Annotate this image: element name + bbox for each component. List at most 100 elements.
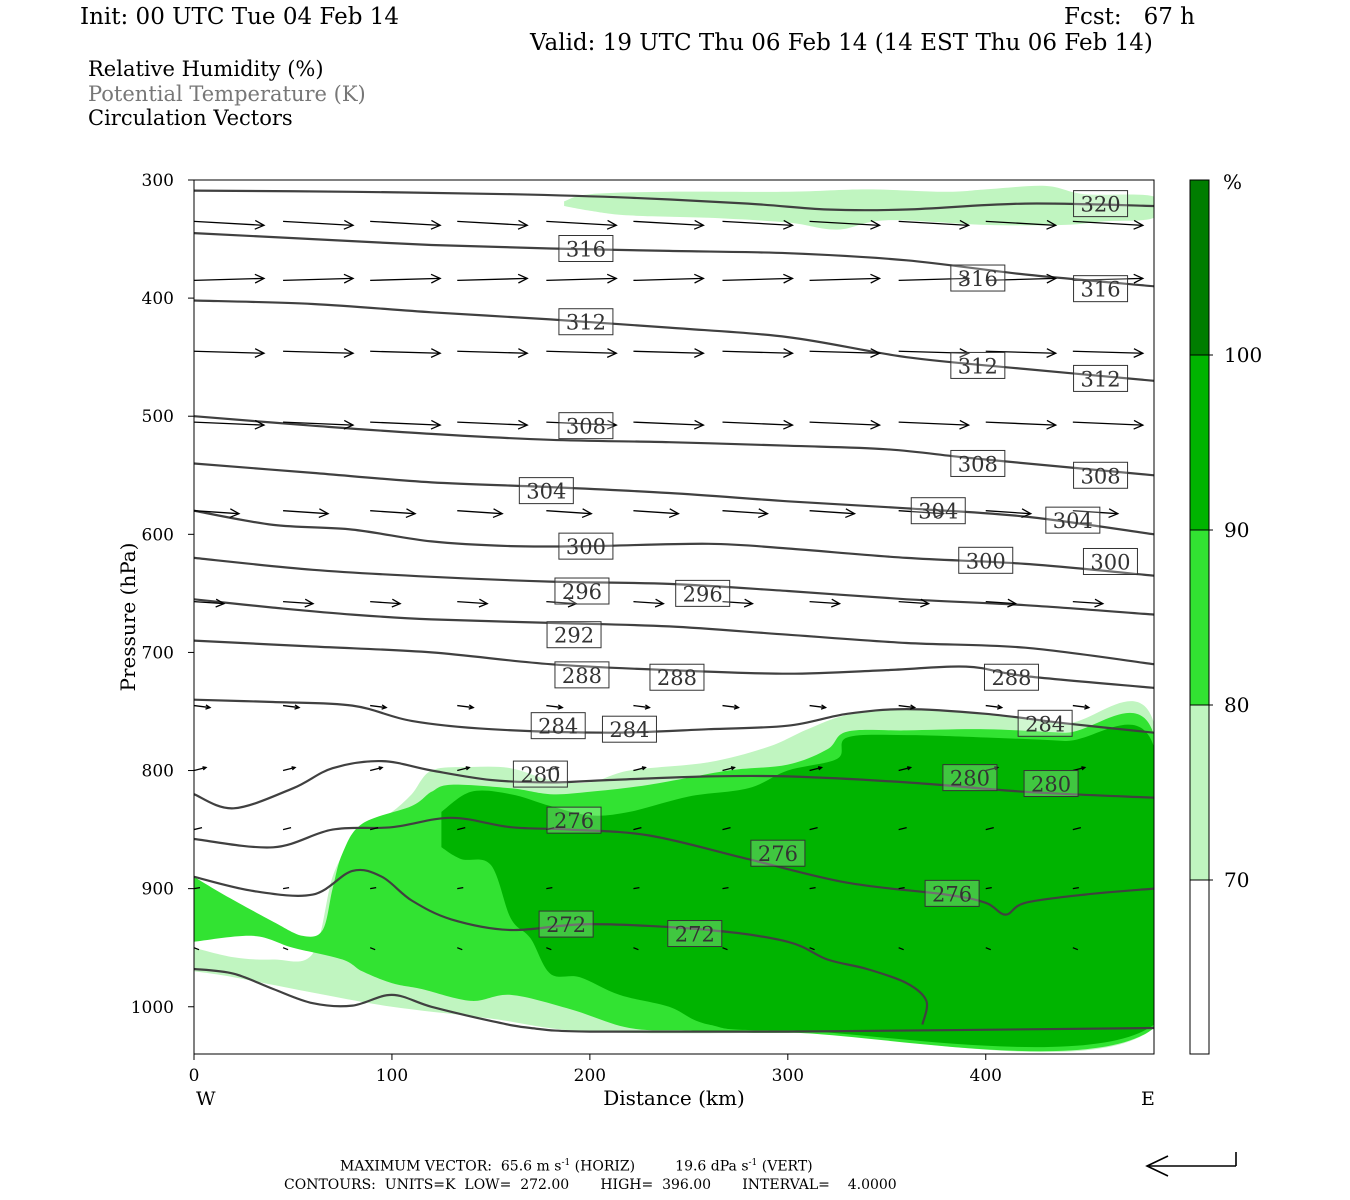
- wind-vector-head: [1133, 273, 1145, 284]
- wind-vector: [633, 704, 651, 710]
- x-tick-label: 300: [772, 1066, 804, 1086]
- wind-vector-shaft: [809, 350, 880, 354]
- wind-vector-shaft: [194, 826, 203, 831]
- wind-vector-shaft: [898, 600, 929, 605]
- wind-vector-head: [294, 704, 301, 710]
- isentrope-label-box: [750, 839, 806, 867]
- isentrope-label-box: [554, 577, 610, 605]
- isentrope-label-box: [601, 715, 657, 743]
- isentrope-label-box: [558, 308, 614, 336]
- wind-vector-shaft: [546, 350, 617, 354]
- wind-vector-head: [817, 766, 824, 771]
- colorbar: 100 90 80 70: [1189, 179, 1262, 1055]
- wind-vector-shaft: [194, 600, 225, 605]
- wind-vector-shaft: [194, 887, 201, 890]
- isentrope-label-box: [649, 663, 705, 691]
- isentrope-label: 272: [675, 923, 715, 947]
- wind-vector-shaft: [809, 887, 816, 890]
- wind-vector-head: [641, 766, 647, 771]
- wind-vector: [809, 348, 882, 358]
- wind-vector: [722, 704, 740, 710]
- wind-vector-shaft: [898, 510, 944, 515]
- wind-vector-shaft: [985, 766, 998, 772]
- isentrope-label: 308: [958, 452, 998, 476]
- wind-vector-shaft: [546, 421, 617, 426]
- wind-vector: [898, 219, 971, 230]
- wind-vector-head: [430, 348, 442, 358]
- wind-vector-shaft: [546, 826, 555, 831]
- y-tick-label: 600: [142, 525, 174, 545]
- isentrope-296: [194, 556, 1154, 616]
- wind-vector: [282, 887, 290, 890]
- wind-vectors: [194, 219, 1145, 951]
- isentrope-label-box: [512, 760, 568, 788]
- wind-vector: [1072, 598, 1105, 608]
- wind-vector-head: [733, 704, 740, 710]
- isentrope-label: 304: [526, 480, 566, 504]
- isentrope-316: [194, 232, 1154, 288]
- wind-vector-head: [205, 704, 212, 710]
- wind-vector-shaft: [1072, 510, 1118, 515]
- wind-vector: [722, 348, 794, 358]
- y-tick-label: 300: [142, 171, 174, 191]
- isentrope-label: 280: [520, 763, 560, 787]
- wind-vector-head: [405, 508, 417, 519]
- wind-vector: [194, 598, 226, 608]
- wind-vector-shaft: [546, 947, 552, 951]
- wind-vector-shaft: [546, 510, 592, 515]
- wind-vector-head: [606, 419, 618, 430]
- wind-vector-shaft: [283, 350, 354, 354]
- wind-vector-shaft: [1072, 947, 1079, 951]
- wind-vector: [194, 273, 266, 284]
- wind-vector: [985, 273, 1058, 284]
- isentrope-label: 284: [538, 715, 578, 739]
- wind-vector: [194, 766, 208, 772]
- x-tick-label: 400: [970, 1066, 1002, 1086]
- isentrope-label-box: [667, 920, 723, 948]
- wind-vector-shaft: [194, 510, 240, 515]
- wind-vector-shaft: [457, 826, 466, 831]
- wind-vector-head: [1046, 273, 1058, 284]
- colorbar-segment: [1190, 180, 1209, 355]
- wind-vector-shaft: [898, 704, 915, 709]
- wind-vector: [457, 826, 466, 831]
- wind-vector-head: [430, 219, 442, 230]
- wind-vector: [457, 419, 529, 430]
- isentrope-label: 288: [657, 666, 697, 690]
- wind-vector: [457, 704, 475, 710]
- wind-vector-head: [870, 219, 882, 230]
- wind-vector-shaft: [722, 947, 728, 951]
- wind-vector-head: [430, 273, 442, 284]
- wind-vector-shaft: [283, 220, 354, 226]
- init-time: Init: 00 UTC Tue 04 Feb 14: [80, 4, 400, 30]
- isentrope-label: 312: [1081, 367, 1121, 391]
- wind-vector-shaft: [985, 600, 1016, 605]
- wind-vector-shaft: [633, 704, 650, 709]
- isentrope-label: 276: [758, 842, 798, 866]
- wind-vector-head: [606, 348, 618, 358]
- wind-vector: [722, 826, 731, 831]
- wind-vector-shaft: [898, 887, 905, 890]
- wind-vector-shaft: [546, 704, 563, 709]
- wind-vector: [546, 508, 593, 519]
- wind-vector-shaft: [809, 704, 826, 709]
- wind-vector-head: [743, 598, 754, 608]
- y-tick-label: 800: [142, 762, 174, 782]
- wind-vector-shaft: [194, 704, 211, 709]
- isentrope-276: [194, 816, 1154, 916]
- wind-vector-head: [381, 704, 388, 710]
- isentrope-label: 288: [991, 666, 1031, 690]
- wind-vector: [985, 508, 1033, 519]
- isentrope-label: 312: [566, 311, 606, 335]
- wind-vector-shaft: [370, 421, 441, 426]
- wind-vector-shaft: [546, 220, 617, 226]
- wind-vector-head: [343, 273, 355, 284]
- wind-vector-shaft: [546, 766, 559, 772]
- wind-vector-shaft: [546, 600, 577, 605]
- wind-vector-shaft: [985, 220, 1056, 226]
- wind-vector-shaft: [633, 947, 639, 951]
- wind-vector: [1072, 887, 1079, 890]
- wind-vector: [370, 219, 442, 230]
- rh-region-70: [564, 185, 1154, 230]
- wind-vector-head: [870, 419, 882, 430]
